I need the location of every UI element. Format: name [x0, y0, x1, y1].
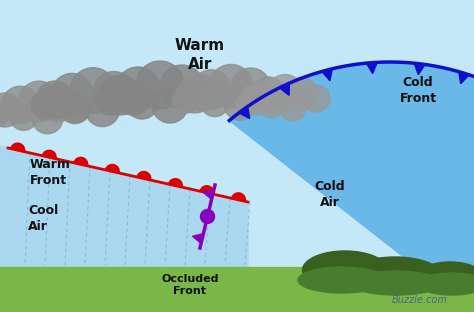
- Polygon shape: [366, 62, 377, 74]
- Circle shape: [93, 71, 135, 113]
- Ellipse shape: [350, 271, 442, 295]
- Circle shape: [0, 93, 22, 127]
- Circle shape: [224, 88, 256, 120]
- Text: Warm
Front: Warm Front: [30, 158, 71, 187]
- Wedge shape: [11, 143, 25, 152]
- Circle shape: [116, 67, 160, 111]
- Ellipse shape: [350, 257, 440, 291]
- Circle shape: [253, 77, 285, 110]
- Circle shape: [70, 68, 116, 113]
- Polygon shape: [239, 106, 250, 119]
- Circle shape: [191, 70, 231, 110]
- Text: Cool
Air: Cool Air: [28, 203, 58, 232]
- Circle shape: [201, 88, 229, 117]
- Circle shape: [231, 68, 271, 108]
- Circle shape: [201, 209, 215, 223]
- Circle shape: [240, 85, 270, 115]
- Circle shape: [39, 85, 76, 122]
- Text: Cold
Front: Cold Front: [400, 76, 437, 105]
- Ellipse shape: [298, 267, 386, 293]
- Ellipse shape: [302, 251, 388, 289]
- Circle shape: [116, 81, 150, 115]
- Wedge shape: [232, 193, 246, 201]
- Circle shape: [173, 86, 200, 113]
- Circle shape: [1, 86, 39, 124]
- Circle shape: [184, 75, 220, 111]
- Circle shape: [177, 77, 213, 113]
- Circle shape: [0, 101, 9, 127]
- Polygon shape: [322, 69, 332, 81]
- Circle shape: [152, 87, 188, 123]
- Circle shape: [279, 94, 306, 121]
- Circle shape: [31, 90, 60, 119]
- Wedge shape: [74, 157, 88, 166]
- Text: Warm
Air: Warm Air: [175, 38, 225, 72]
- Polygon shape: [229, 62, 474, 312]
- Ellipse shape: [418, 273, 474, 295]
- Bar: [0, 267, 474, 312]
- Text: Buzzle.com: Buzzle.com: [392, 295, 448, 305]
- Circle shape: [61, 92, 91, 123]
- Polygon shape: [0, 146, 248, 267]
- Polygon shape: [192, 234, 203, 243]
- Polygon shape: [203, 190, 214, 199]
- Circle shape: [252, 79, 285, 112]
- Circle shape: [10, 103, 37, 130]
- Circle shape: [210, 64, 253, 108]
- Wedge shape: [137, 172, 151, 180]
- Polygon shape: [280, 83, 290, 95]
- Polygon shape: [414, 63, 425, 75]
- Wedge shape: [200, 186, 214, 194]
- Circle shape: [236, 92, 259, 115]
- Circle shape: [18, 81, 59, 122]
- Circle shape: [100, 75, 140, 115]
- Circle shape: [85, 92, 119, 127]
- Circle shape: [126, 87, 158, 119]
- Wedge shape: [42, 150, 56, 159]
- Circle shape: [259, 94, 283, 118]
- Text: Occluded
Front: Occluded Front: [161, 274, 219, 296]
- Circle shape: [136, 61, 184, 109]
- Circle shape: [303, 85, 330, 112]
- Circle shape: [267, 75, 303, 110]
- Circle shape: [59, 93, 90, 124]
- Circle shape: [160, 65, 204, 109]
- Wedge shape: [105, 164, 119, 173]
- Circle shape: [285, 77, 318, 110]
- Text: Cold
Air: Cold Air: [315, 181, 346, 209]
- Ellipse shape: [418, 262, 474, 290]
- Circle shape: [32, 103, 63, 134]
- Polygon shape: [459, 71, 469, 84]
- Wedge shape: [168, 179, 182, 187]
- Circle shape: [51, 73, 93, 115]
- Circle shape: [95, 85, 125, 115]
- Circle shape: [36, 81, 74, 119]
